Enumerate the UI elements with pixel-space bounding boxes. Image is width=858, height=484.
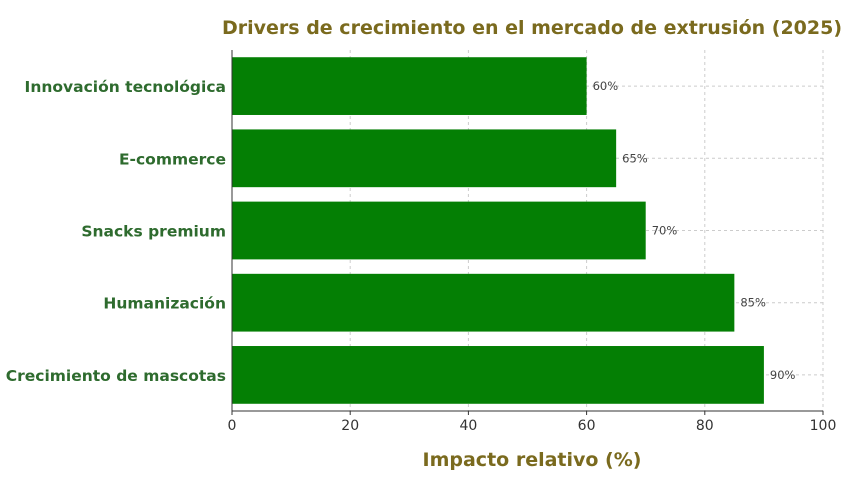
bar [232,57,587,115]
category-label: Innovación tecnológica [25,78,226,96]
bar-value-label: 60% [593,79,619,93]
axes: 0 20 40 60 80 100 [228,50,837,434]
bar-value-label: 85% [740,296,766,310]
bars-group: 60% Innovación tecnológica 65% E-commerce 70… [6,57,796,404]
x-tick-label: 0 [228,418,237,434]
x-axis-label: Impacto relativo (%) [423,449,642,471]
chart-title: Drivers de crecimiento en el mercado de … [222,17,842,39]
x-tick-label: 20 [341,418,359,434]
bar [232,273,735,332]
bar-value-label: 65% [622,151,648,165]
category-label: Crecimiento de mascotas [6,367,226,385]
x-tick-label: 100 [810,418,837,434]
category-label: Snacks premium [81,223,226,241]
category-label: E-commerce [119,150,226,168]
category-label: Humanización [103,295,226,313]
x-tick-label: 40 [459,418,477,434]
bar [232,129,617,188]
x-tick-label: 80 [696,418,714,434]
bar [232,346,764,404]
bar-value-label: 90% [770,368,796,382]
bar-value-label: 70% [652,224,678,238]
x-tick-label: 60 [578,418,596,434]
bar [232,201,646,260]
